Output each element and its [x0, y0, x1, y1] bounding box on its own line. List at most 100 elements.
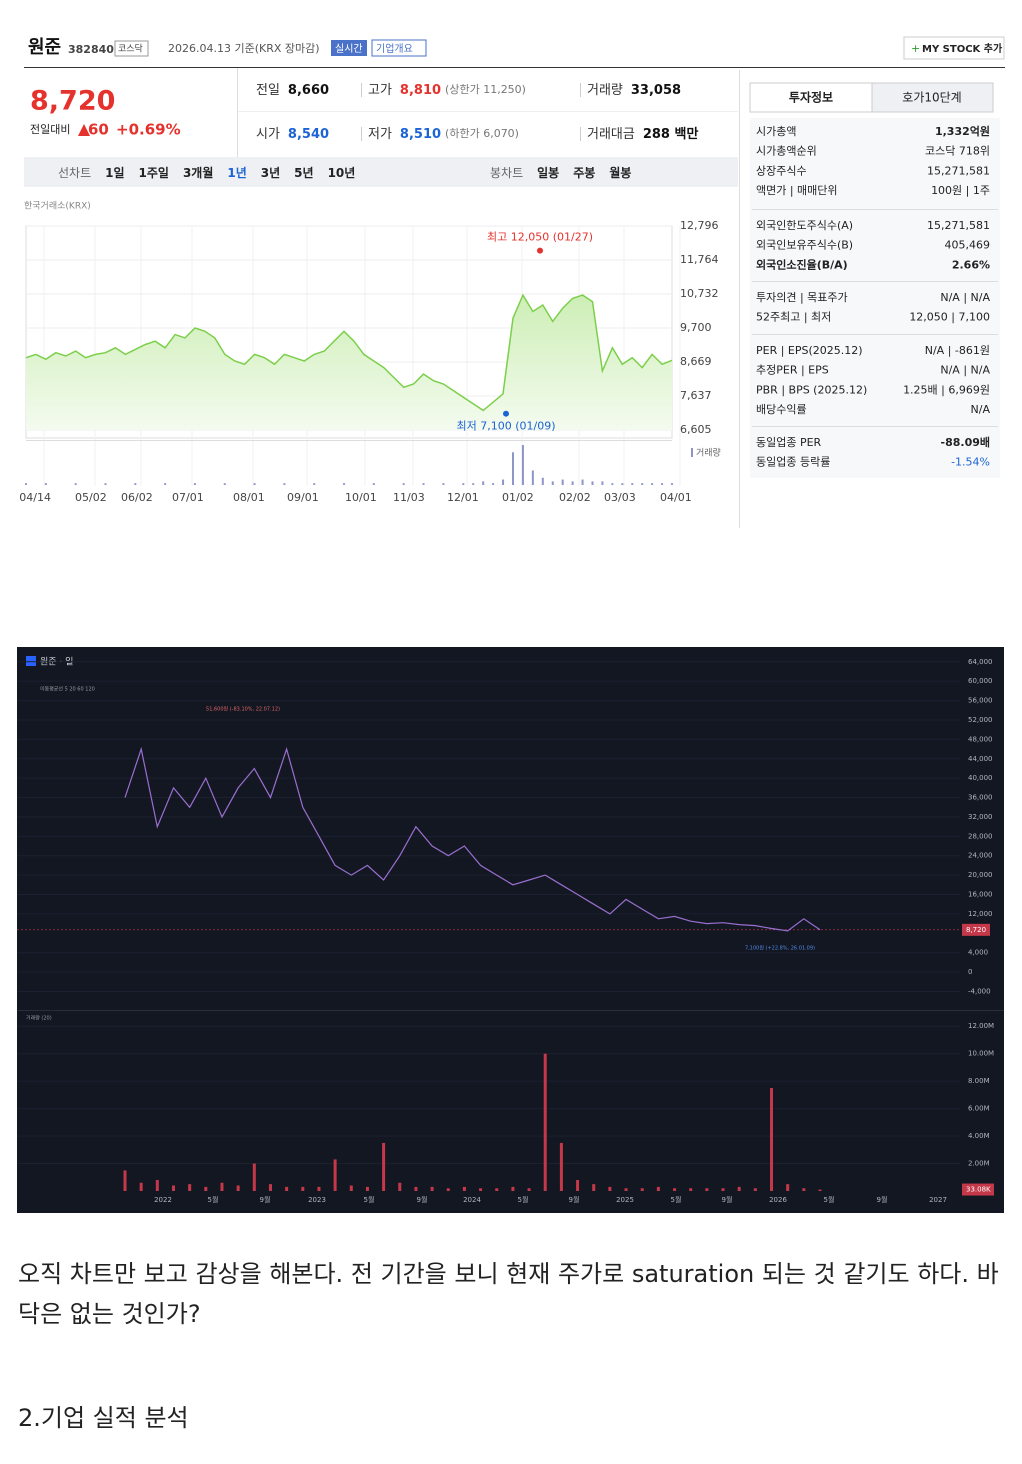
v-tick-label: 6.00M — [968, 1105, 990, 1113]
volume-bar — [472, 483, 475, 485]
info-label: PER | EPS(2025.12) — [756, 344, 863, 357]
pane-divider — [17, 1010, 1004, 1011]
x-tick-label: 2025 — [616, 1196, 634, 1204]
info-value: N/A | N/A — [940, 364, 990, 377]
price-line — [124, 746, 821, 932]
volume-bar — [721, 1188, 725, 1191]
volume-bar — [414, 1186, 418, 1191]
volume-bar — [188, 1184, 192, 1191]
volume-bar — [656, 1186, 660, 1191]
volume-bar — [753, 1188, 757, 1191]
date: 2026.04.13 기준(KRX 장마감) — [168, 42, 320, 55]
info-label: 상장주식수 — [756, 164, 807, 177]
y-tick-label: 4,000 — [968, 949, 988, 957]
tab: 1일 — [105, 166, 124, 180]
cell-note: (상한가 11,250) — [445, 83, 526, 96]
cell-value: 8,540 — [288, 127, 329, 142]
x-tick-label: 09/01 — [287, 491, 319, 504]
volume-bar — [74, 483, 77, 485]
cell-label: 거래량 — [587, 83, 623, 98]
y-tick-label: 6,605 — [680, 423, 712, 436]
change-label: 전일대비 — [30, 122, 70, 136]
price-area — [26, 295, 672, 430]
volume-bar — [283, 483, 286, 485]
volume-bar — [631, 483, 634, 485]
x-tick-label: 9월 — [417, 1195, 428, 1204]
volume-bar — [482, 481, 485, 485]
info-label: 배당수익률 — [756, 403, 807, 416]
y-tick-label: 60,000 — [968, 677, 993, 685]
volume-bar — [511, 452, 514, 485]
y-tick-label: -4,000 — [968, 988, 991, 996]
y-tick-label: 24,000 — [968, 852, 993, 860]
y-tick-label: 36,000 — [968, 794, 993, 802]
cell-label: 전일 — [256, 83, 280, 98]
badge — [114, 40, 149, 57]
y-tick-label: 9,700 — [680, 321, 712, 334]
legend-key — [691, 448, 693, 457]
y-tick-label: 12,000 — [968, 910, 993, 918]
ma-legend: 이동평균선 5 20 60 120 — [40, 686, 95, 693]
volume-bar — [495, 1188, 499, 1191]
y-tick-label: 64,000 — [968, 658, 993, 666]
x-tick-label: 05/02 — [75, 491, 107, 504]
volume-bar — [651, 483, 654, 485]
tab[interactable] — [871, 82, 994, 113]
volume-bar — [349, 1185, 353, 1191]
x-tick-label: 10/01 — [345, 491, 377, 504]
volume-bar — [193, 483, 196, 485]
quote-cell: 저가 8,510 (하한가 6,070) — [368, 126, 519, 142]
volume-bar — [134, 483, 137, 485]
cell-value: 8,810 — [400, 83, 441, 98]
volume-badge — [962, 1183, 994, 1196]
volume-label: 거래량 — [696, 447, 721, 459]
volume-bar — [571, 481, 574, 485]
volume-bar — [527, 1188, 531, 1191]
y-tick-label: 0 — [968, 968, 972, 976]
info-value: 12,050 | 7,100 — [909, 311, 990, 324]
volume-bar — [640, 1188, 644, 1191]
button[interactable] — [903, 36, 1005, 60]
x-tick-label: 2024 — [463, 1196, 481, 1204]
volume-bar — [770, 1088, 774, 1191]
volume-bar — [541, 477, 544, 485]
cell-label: 거래대금 — [587, 127, 635, 142]
x-tick-label: 01/02 — [502, 491, 534, 504]
info-value: -88.09배 — [941, 435, 990, 449]
x-tick-label: 5월 — [364, 1195, 375, 1204]
volume-bar — [543, 1053, 547, 1191]
sep — [26, 440, 672, 441]
x-tick-label: 2027 — [929, 1196, 947, 1204]
info-value: N/A | -861원 — [925, 344, 990, 357]
y-tick-label: 48,000 — [968, 735, 993, 743]
volume-bar — [155, 1180, 159, 1191]
info-value: 1,332억원 — [935, 124, 990, 138]
info-tab: 투자정보 — [789, 90, 833, 105]
volume-bar — [689, 1188, 693, 1191]
volume-bar — [25, 483, 27, 485]
panel-divider — [739, 70, 740, 528]
volume-bar — [253, 483, 256, 485]
sep — [361, 127, 362, 141]
tab-bar — [24, 157, 738, 187]
volume-bar — [737, 1186, 741, 1191]
volume-bar — [531, 470, 534, 485]
plus: + — [911, 42, 920, 55]
info-value: 100원 | 1주 — [931, 184, 990, 197]
info-value: 2.66% — [952, 258, 990, 271]
volume-bar — [104, 483, 107, 485]
quote-cell: 전일 8,660 — [256, 83, 329, 98]
info-value: 코스닥 718위 — [925, 145, 990, 158]
volume-bar — [343, 483, 346, 485]
info-value: -1.54% — [951, 456, 990, 469]
x-tick-label: 2026 — [769, 1196, 787, 1204]
x-tick-label: 9월 — [877, 1195, 888, 1204]
y-tick-label: 12,796 — [680, 219, 719, 232]
x-tick-label: 5월 — [671, 1195, 682, 1204]
info-value: 15,271,581 — [927, 164, 990, 177]
info-label: 외국인소진율(B/A) — [756, 257, 848, 271]
x-tick-label: 11/03 — [393, 491, 425, 504]
info-value: 1.25배 | 6,969원 — [903, 383, 990, 396]
tab: 봉차트 — [490, 166, 523, 180]
low-label: 최저 7,100 (01/09) — [456, 420, 555, 433]
